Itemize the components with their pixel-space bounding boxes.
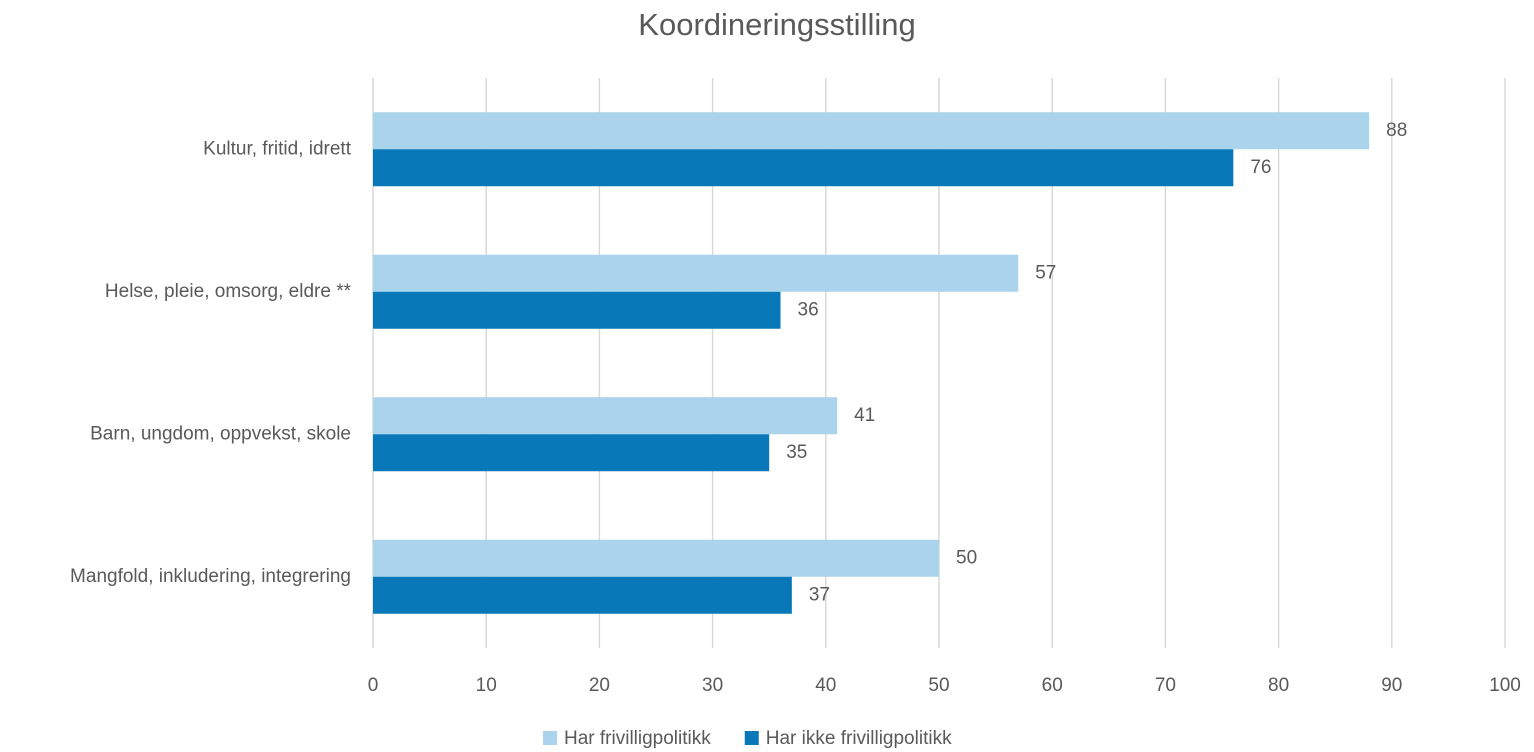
data-label: 41 [854, 405, 875, 426]
legend-label: Har ikke frivilligpolitikk [766, 728, 952, 749]
bar [373, 539, 939, 577]
data-label: 35 [786, 442, 807, 463]
bar [373, 291, 781, 329]
x-tick-label: 40 [815, 675, 836, 696]
bar [373, 112, 1370, 150]
y-tick-label: Barn, ungdom, oppvekst, skole [90, 423, 351, 444]
data-label: 50 [956, 547, 977, 568]
x-tick-label: 30 [702, 675, 723, 696]
data-label: 57 [1035, 262, 1056, 283]
x-tick-label: 0 [368, 675, 379, 696]
data-label: 36 [798, 299, 819, 320]
chart-title: Koordineringsstilling [638, 7, 915, 42]
bar [373, 149, 1234, 187]
data-label: 88 [1386, 120, 1407, 141]
x-tick-label: 10 [476, 675, 497, 696]
data-label: 37 [809, 584, 830, 605]
x-tick-label: 60 [1042, 675, 1063, 696]
x-tick-label: 50 [928, 675, 949, 696]
y-tick-label: Mangfold, inkludering, integrering [70, 566, 351, 587]
legend-swatch [744, 731, 759, 745]
legend-label: Har frivilligpolitikk [564, 728, 711, 749]
x-tick-label: 80 [1268, 675, 1289, 696]
y-tick-label: Helse, pleie, omsorg, eldre ** [105, 281, 352, 302]
data-label: 76 [1250, 157, 1271, 178]
bar [373, 434, 770, 472]
bar [373, 397, 838, 435]
x-tick-label: 70 [1155, 675, 1176, 696]
x-tick-label: 20 [589, 675, 610, 696]
legend-swatch [543, 731, 557, 745]
y-tick-label: Kultur, fritid, idrett [203, 138, 352, 159]
bar [373, 576, 792, 614]
bar [373, 254, 1019, 292]
x-tick-label: 90 [1381, 675, 1402, 696]
x-tick-label: 100 [1489, 675, 1521, 696]
